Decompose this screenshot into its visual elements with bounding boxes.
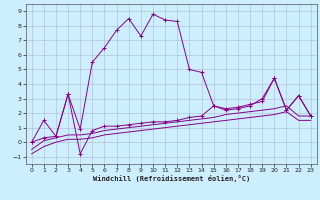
X-axis label: Windchill (Refroidissement éolien,°C): Windchill (Refroidissement éolien,°C) — [92, 175, 250, 182]
